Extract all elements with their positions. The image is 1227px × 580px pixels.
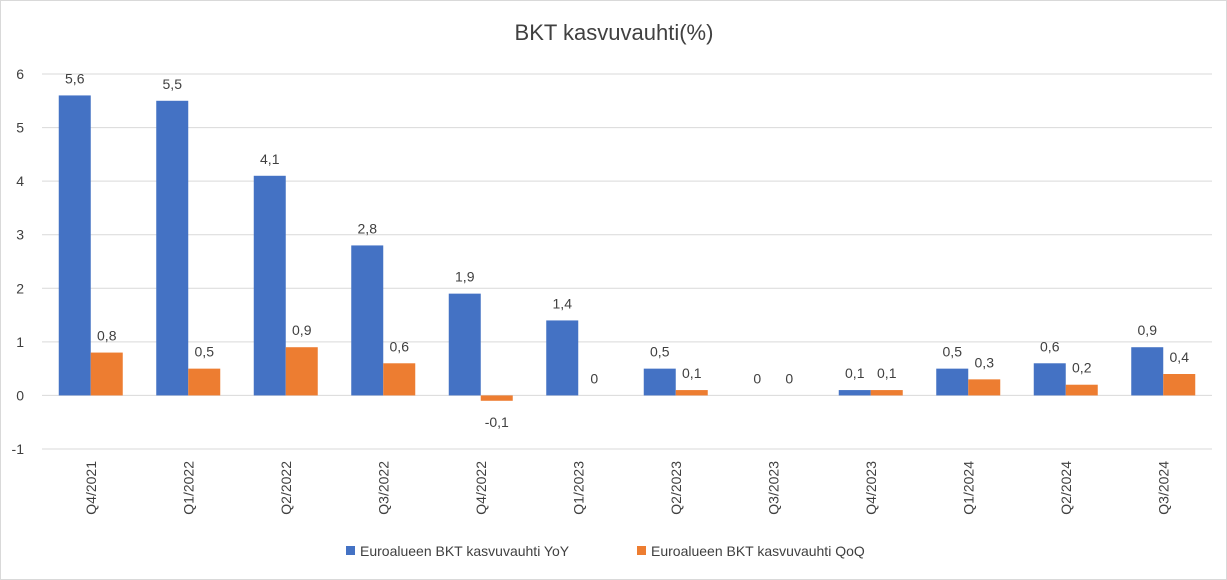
bar-yoy: [936, 368, 969, 396]
legend-swatch-qoq: [637, 546, 646, 555]
legend-label-yoy: Euroalueen BKT kasvuvauhti YoY: [360, 543, 570, 559]
data-label: 0,1: [877, 365, 897, 381]
data-label: -0,1: [485, 414, 509, 430]
bars: [58, 95, 1196, 401]
data-label: 0,1: [682, 365, 702, 381]
x-tick-label: Q2/2022: [278, 461, 294, 515]
legend-swatch-yoy: [346, 546, 355, 555]
legend: Euroalueen BKT kasvuvauhti YoY Euroalueen…: [346, 543, 865, 559]
y-axis-tick-labels: -1 0 1 2 3 4 5 6: [12, 66, 25, 457]
data-label: 0,9: [292, 322, 312, 338]
bar-yoy: [1131, 347, 1164, 396]
x-tick-label: Q3/2023: [765, 461, 781, 515]
data-label: 0: [785, 370, 793, 386]
bar-qoq: [1065, 384, 1098, 396]
legend-label-qoq: Euroalueen BKT kasvuvauhti QoQ: [651, 543, 865, 559]
data-label: 1,9: [455, 269, 475, 285]
data-label: 4,1: [260, 151, 280, 167]
x-tick-label: Q1/2022: [180, 461, 196, 515]
bar-qoq: [383, 363, 416, 396]
bar-qoq: [188, 368, 221, 396]
bar-qoq: [675, 390, 708, 396]
gridlines: [42, 73, 1212, 450]
bar-yoy: [643, 368, 676, 396]
bar-yoy: [156, 100, 189, 396]
y-tick-label: -1: [12, 441, 25, 457]
bar-qoq: [1163, 374, 1196, 396]
data-label: 0,3: [975, 354, 995, 370]
y-tick-label: 4: [16, 173, 24, 189]
x-tick-label: Q2/2024: [1058, 461, 1074, 515]
bar-qoq: [90, 352, 123, 396]
bar-yoy: [253, 175, 286, 396]
data-label: 0,8: [97, 328, 117, 344]
y-tick-label: 3: [16, 227, 24, 243]
data-label: 0,5: [195, 344, 215, 360]
bar-yoy: [1033, 363, 1066, 396]
data-label: 2,8: [358, 220, 378, 236]
bar-yoy: [838, 390, 871, 396]
x-tick-label: Q4/2023: [863, 461, 879, 515]
data-label: 0,2: [1072, 360, 1092, 376]
bar-qoq: [968, 379, 1001, 396]
data-label: 5,5: [163, 76, 183, 92]
data-label: 0,5: [650, 344, 670, 360]
data-label: 0,6: [390, 338, 410, 354]
data-label: 5,6: [65, 70, 85, 86]
data-label: 0: [753, 370, 761, 386]
x-tick-label: Q3/2024: [1155, 461, 1171, 515]
bar-qoq: [480, 395, 513, 401]
bar-qoq: [285, 347, 318, 396]
y-tick-label: 6: [16, 66, 24, 82]
x-axis-tick-labels: Q4/2021 Q1/2022 Q2/2022 Q3/2022 Q4/2022 Q1/20…: [83, 461, 1172, 515]
data-label: 0,6: [1040, 338, 1060, 354]
bar-yoy: [546, 320, 579, 396]
x-tick-label: Q2/2023: [668, 461, 684, 515]
y-tick-label: 2: [16, 280, 24, 296]
y-tick-label: 1: [16, 334, 24, 350]
bar-yoy: [58, 95, 91, 396]
bar-yoy: [351, 245, 384, 396]
data-label: 0,5: [943, 344, 963, 360]
bar-yoy: [448, 293, 481, 396]
x-tick-label: Q1/2024: [960, 461, 976, 515]
data-label: 0: [590, 370, 598, 386]
data-label: 1,4: [553, 295, 573, 311]
y-tick-label: 5: [16, 120, 24, 136]
bar-qoq: [870, 390, 903, 396]
data-label: 0,9: [1138, 322, 1158, 338]
data-labels: 5,6 0,8 5,5 0,5 4,1 0,9 2,8 0,6 1,9 -0,1 1,4 0 0,5 0,…: [65, 70, 1189, 429]
x-tick-label: Q3/2022: [375, 461, 391, 515]
x-tick-label: Q4/2022: [473, 461, 489, 515]
y-tick-label: 0: [16, 387, 24, 403]
data-label: 0,1: [845, 365, 865, 381]
chart-title: BKT kasvuvauhti(%): [515, 20, 714, 45]
data-label: 0,4: [1170, 349, 1190, 365]
x-tick-label: Q1/2023: [570, 461, 586, 515]
x-tick-label: Q4/2021: [83, 461, 99, 515]
